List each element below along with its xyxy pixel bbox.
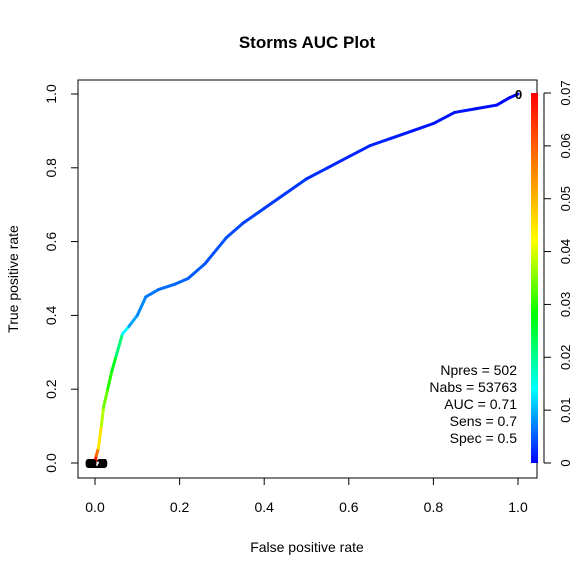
roc-curve-segment (137, 297, 145, 315)
y-tick-label: 0.8 (43, 158, 59, 178)
x-tick-label: 0.2 (170, 499, 190, 515)
colorbar-tick-label: 0 (558, 459, 573, 466)
roc-curve-segment (103, 389, 107, 407)
x-axis-label: False positive rate (250, 539, 364, 555)
threshold-marker-label: 0 (515, 87, 522, 102)
stat-line: Npres = 502 (440, 362, 517, 378)
roc-curve-segment (328, 157, 349, 168)
x-tick-label: 1.0 (508, 499, 528, 515)
roc-curve-segment (158, 284, 175, 290)
roc-curve-segment (476, 105, 497, 109)
roc-curve-segment (146, 290, 159, 297)
y-tick-label: 0.0 (43, 453, 59, 473)
x-tick-label: 0.8 (424, 499, 444, 515)
colorbar-tick-label: 0.06 (558, 133, 573, 158)
y-tick-label: 0.4 (43, 305, 59, 325)
roc-curve-segment (243, 208, 264, 223)
roc-curve-segment (497, 98, 510, 105)
chart-title: Storms AUC Plot (239, 33, 376, 52)
roc-curve-segment (370, 138, 391, 145)
stat-line: AUC = 0.71 (444, 396, 517, 412)
roc-curve-segment (285, 179, 306, 194)
roc-curve-segment (412, 124, 433, 131)
roc-curve-segment (433, 112, 454, 123)
stat-line: Nabs = 53763 (429, 379, 517, 395)
roc-curve-segment (226, 223, 243, 238)
roc-curve-segment (116, 334, 122, 356)
colorbar-tick-label: 0.07 (558, 80, 573, 105)
colorbar-tick-label: 0.02 (558, 345, 573, 370)
roc-curve-segment (101, 408, 103, 426)
y-tick-label: 0.2 (43, 379, 59, 399)
stat-line: Spec = 0.5 (450, 430, 518, 446)
x-tick-label: 0.0 (85, 499, 105, 515)
colorbar-tick-label: 0.03 (558, 292, 573, 317)
roc-curve-segment (264, 194, 285, 209)
colorbar-tick-label: 0.01 (558, 397, 573, 422)
colorbar-tick-label: 0.05 (558, 186, 573, 211)
y-tick-label: 1.0 (43, 84, 59, 104)
colorbar-tick-label: 0.04 (558, 239, 573, 264)
x-tick-label: 0.4 (254, 499, 274, 515)
y-axis: 0.0 0.2 0.4 0.6 0.8 1.0 (43, 84, 78, 473)
colorbar-bar (531, 93, 538, 463)
roc-curve-segment (188, 264, 205, 279)
roc-curve-segment (175, 279, 188, 285)
roc-curve-segment (108, 371, 112, 389)
roc-curve-segment (112, 356, 116, 371)
x-axis: 0.0 0.2 0.4 0.6 0.8 1.0 (85, 478, 528, 515)
roc-curve-segment (98, 426, 101, 448)
roc-curve-segment (349, 146, 370, 157)
x-tick-label: 0.6 (339, 499, 359, 515)
roc-curve-segment (455, 109, 476, 113)
threshold-marker-label: 0.9 (90, 456, 108, 471)
roc-curve-segment (307, 168, 328, 179)
roc-curve-segment (205, 238, 226, 264)
y-axis-label: True positive rate (5, 225, 21, 333)
y-tick-label: 0.6 (43, 232, 59, 252)
roc-curve-segment (129, 315, 137, 326)
stat-line: Sens = 0.7 (450, 413, 518, 429)
roc-curve-segment (391, 131, 412, 138)
colorbar: 0 0.01 0.02 0.03 0.04 0.05 0.06 0.07 (531, 80, 573, 466)
